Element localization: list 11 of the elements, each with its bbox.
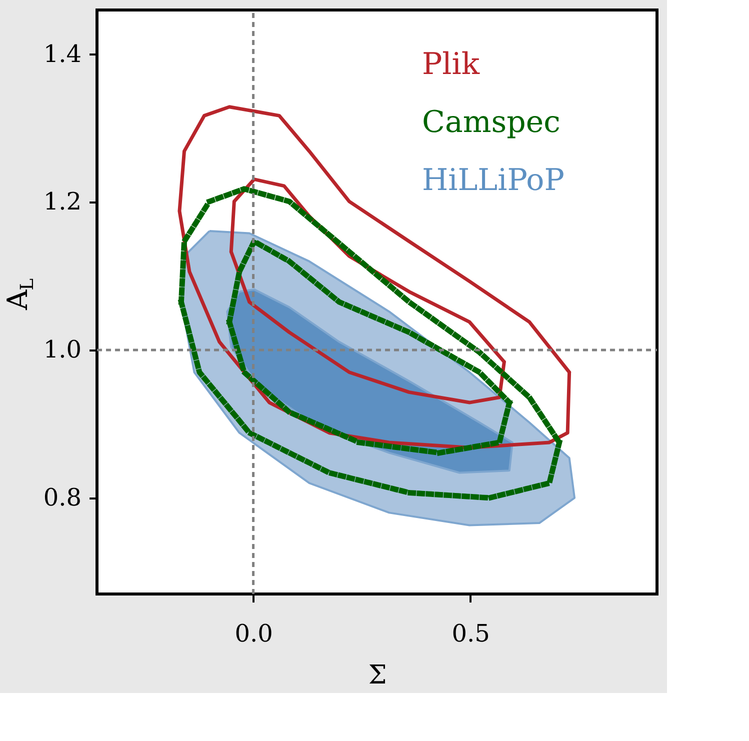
- x-axis-title: Σ: [368, 660, 387, 690]
- y-tick-label: 0.8: [43, 483, 82, 512]
- x-tick-label: 0.0: [234, 620, 273, 648]
- x-tick-label: 0.5: [452, 620, 490, 648]
- text: HiLLiPoP: [422, 163, 564, 198]
- y-tick-label: 1.4: [43, 40, 82, 68]
- y-tick-label: 1.0: [43, 336, 82, 364]
- y-tick-label: 1.2: [43, 188, 82, 216]
- text: Camspec: [422, 105, 560, 140]
- y-axis-title: AL: [1, 278, 38, 311]
- text: Plik: [422, 47, 480, 82]
